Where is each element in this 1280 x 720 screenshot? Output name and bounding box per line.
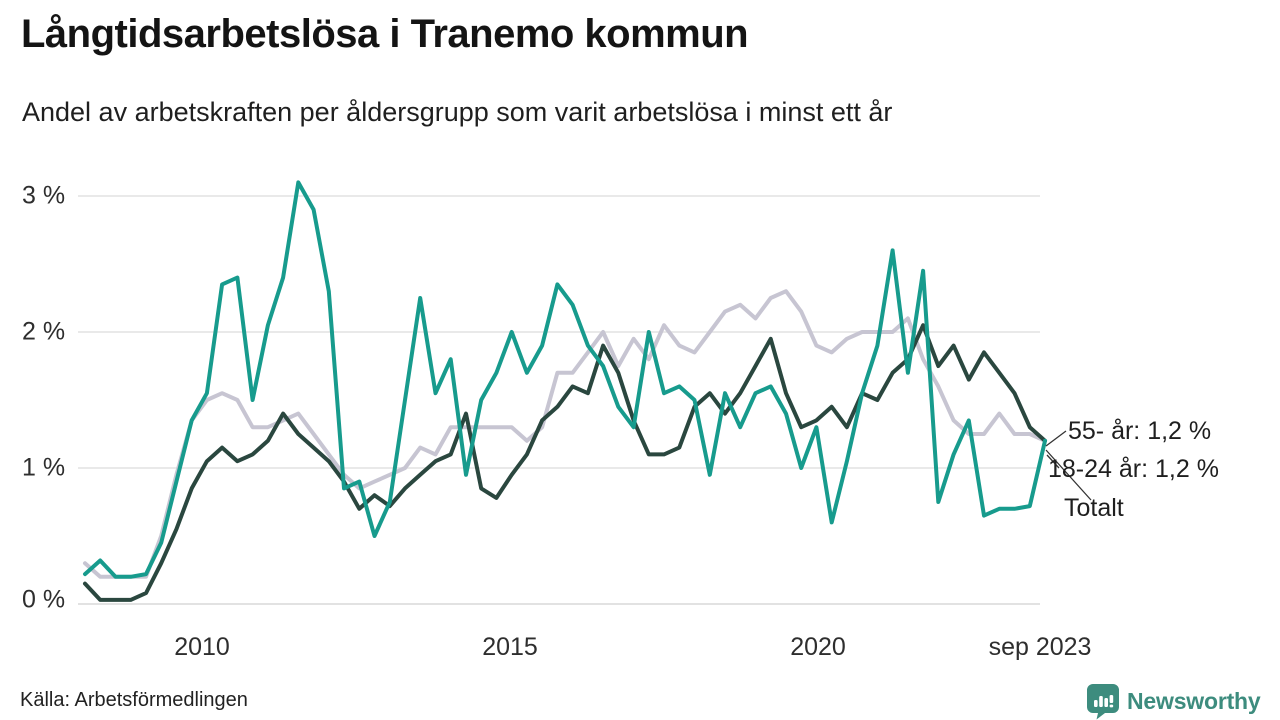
series-label-55: 55- år: 1,2 % [1068, 417, 1212, 445]
series-line-totalt [83, 323, 1047, 602]
newsworthy-logo: Newsworthy [1086, 683, 1261, 720]
gridlines [78, 195, 1040, 605]
chart-subtitle: Andel av arbetskraften per åldersgrupp s… [22, 97, 893, 127]
page-title: Långtidsarbetslösa i Tranemo kommun [21, 12, 749, 56]
series-line-18-24 [83, 180, 1047, 579]
x-tick-2010: 2010 [174, 633, 230, 661]
y-tick-1: 1 % [22, 453, 66, 482]
series-label-totalt: Totalt [1064, 494, 1124, 522]
series-line-55 [83, 289, 1047, 579]
y-tick-3: 3 % [22, 181, 66, 210]
source-credit: Källa: Arbetsförmedlingen [20, 689, 248, 711]
annotation-leader-lines [1045, 430, 1092, 501]
x-tick-2020: 2020 [790, 633, 846, 661]
y-tick-2: 2 % [22, 317, 66, 346]
series-label-18-24: 18-24 år: 1,2 % [1048, 455, 1219, 483]
series-layer [83, 180, 1047, 602]
newsworthy-bubble-icon [1087, 684, 1119, 720]
newsworthy-wordmark: Newsworthy [1127, 688, 1261, 714]
y-tick-0: 0 % [22, 585, 66, 614]
x-tick-sep2023: sep 2023 [988, 633, 1092, 661]
x-tick-2015: 2015 [482, 633, 538, 661]
